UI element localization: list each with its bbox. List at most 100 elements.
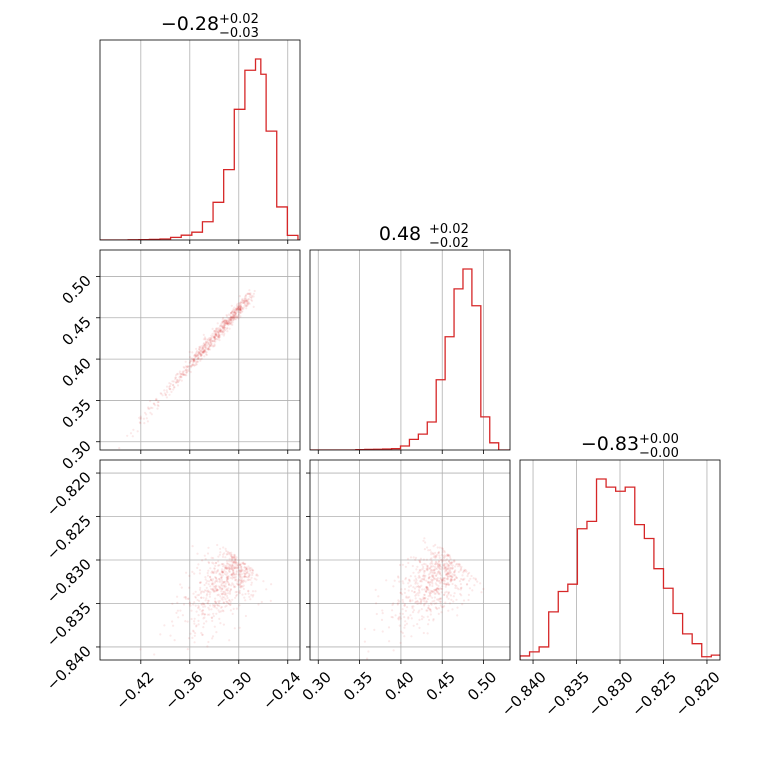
sample-point bbox=[206, 574, 210, 577]
sample-point bbox=[192, 359, 195, 362]
sample-point bbox=[437, 587, 440, 591]
sample-point bbox=[235, 309, 238, 312]
sample-point bbox=[205, 594, 208, 597]
sample-point bbox=[405, 595, 408, 598]
sample-point bbox=[188, 361, 191, 365]
sample-point bbox=[241, 585, 244, 588]
sample-point bbox=[430, 560, 433, 563]
sample-point bbox=[197, 353, 200, 356]
sample-point bbox=[197, 351, 200, 354]
sample-point bbox=[232, 319, 235, 322]
sample-point bbox=[219, 328, 222, 331]
sample-point bbox=[418, 568, 421, 572]
sample-point bbox=[432, 552, 435, 556]
sample-point bbox=[430, 569, 433, 572]
sample-point bbox=[244, 303, 247, 306]
sample-point bbox=[149, 411, 152, 414]
sample-point bbox=[232, 313, 235, 316]
sample-point bbox=[139, 417, 143, 420]
sample-point bbox=[431, 582, 434, 585]
sample-point bbox=[197, 351, 200, 354]
sample-point bbox=[420, 608, 423, 611]
sample-point bbox=[214, 600, 217, 603]
sample-point bbox=[407, 561, 410, 565]
sample-point bbox=[221, 609, 224, 612]
sample-point bbox=[191, 351, 194, 354]
sample-point bbox=[405, 622, 408, 625]
sample-point bbox=[223, 590, 226, 594]
sample-point bbox=[455, 576, 458, 580]
sample-point bbox=[212, 615, 215, 618]
histogram-step-2 bbox=[520, 478, 720, 660]
sample-point bbox=[444, 585, 447, 588]
sample-point bbox=[221, 318, 224, 321]
sample-point bbox=[248, 302, 251, 305]
sample-point bbox=[227, 323, 230, 326]
sample-point bbox=[188, 602, 191, 605]
sample-point bbox=[463, 577, 466, 580]
sample-point bbox=[189, 370, 192, 374]
sample-point bbox=[456, 565, 460, 568]
sample-point bbox=[201, 350, 204, 353]
sample-point bbox=[193, 601, 196, 604]
sample-point bbox=[210, 582, 213, 586]
sample-point bbox=[415, 579, 418, 582]
sample-point bbox=[423, 562, 426, 566]
sample-point bbox=[414, 556, 418, 560]
sample-point bbox=[237, 317, 240, 320]
sample-point bbox=[199, 592, 202, 595]
sample-point bbox=[449, 577, 453, 580]
sample-point bbox=[224, 547, 227, 551]
sample-point bbox=[434, 543, 437, 547]
sample-point bbox=[211, 588, 214, 591]
sample-point bbox=[428, 594, 431, 597]
sample-point bbox=[438, 580, 441, 583]
sample-point bbox=[460, 587, 463, 590]
sample-point bbox=[209, 575, 212, 579]
sample-point bbox=[437, 587, 440, 590]
sample-point bbox=[246, 300, 249, 304]
sample-point bbox=[228, 570, 231, 573]
sample-point bbox=[206, 613, 209, 616]
sample-point bbox=[429, 562, 432, 566]
sample-point bbox=[207, 342, 211, 345]
sample-point bbox=[244, 580, 247, 583]
sample-point bbox=[215, 338, 218, 341]
sample-point bbox=[231, 316, 234, 319]
sample-point bbox=[248, 567, 251, 570]
sample-point bbox=[197, 355, 200, 358]
sample-point bbox=[423, 597, 426, 600]
sample-point bbox=[240, 568, 243, 571]
sample-point bbox=[217, 564, 220, 567]
sample-point bbox=[170, 390, 173, 393]
sample-point bbox=[233, 586, 236, 589]
sample-point bbox=[202, 596, 205, 599]
sample-point bbox=[453, 570, 456, 574]
sample-point bbox=[421, 578, 424, 581]
sample-point bbox=[235, 556, 238, 559]
sample-point bbox=[417, 585, 420, 588]
sample-point bbox=[210, 334, 213, 337]
sample-point bbox=[238, 589, 241, 593]
sample-point bbox=[449, 568, 452, 571]
sample-point bbox=[228, 639, 231, 642]
sample-point bbox=[467, 593, 470, 597]
sample-point bbox=[193, 641, 196, 644]
sample-point bbox=[233, 576, 236, 579]
sample-point bbox=[237, 583, 240, 586]
sample-point bbox=[204, 578, 207, 581]
sample-point bbox=[156, 401, 159, 404]
sample-point bbox=[126, 434, 129, 437]
sample-point bbox=[183, 373, 186, 376]
sample-point bbox=[187, 365, 190, 368]
sample-point bbox=[239, 309, 242, 312]
sample-point bbox=[234, 312, 237, 315]
sample-point bbox=[243, 575, 246, 578]
sample-point bbox=[227, 320, 230, 323]
sample-point bbox=[207, 348, 210, 351]
sample-point bbox=[218, 336, 221, 340]
sample-scatter bbox=[118, 289, 256, 450]
sample-point bbox=[234, 312, 237, 315]
sample-point bbox=[444, 566, 447, 569]
sample-point bbox=[435, 588, 438, 591]
